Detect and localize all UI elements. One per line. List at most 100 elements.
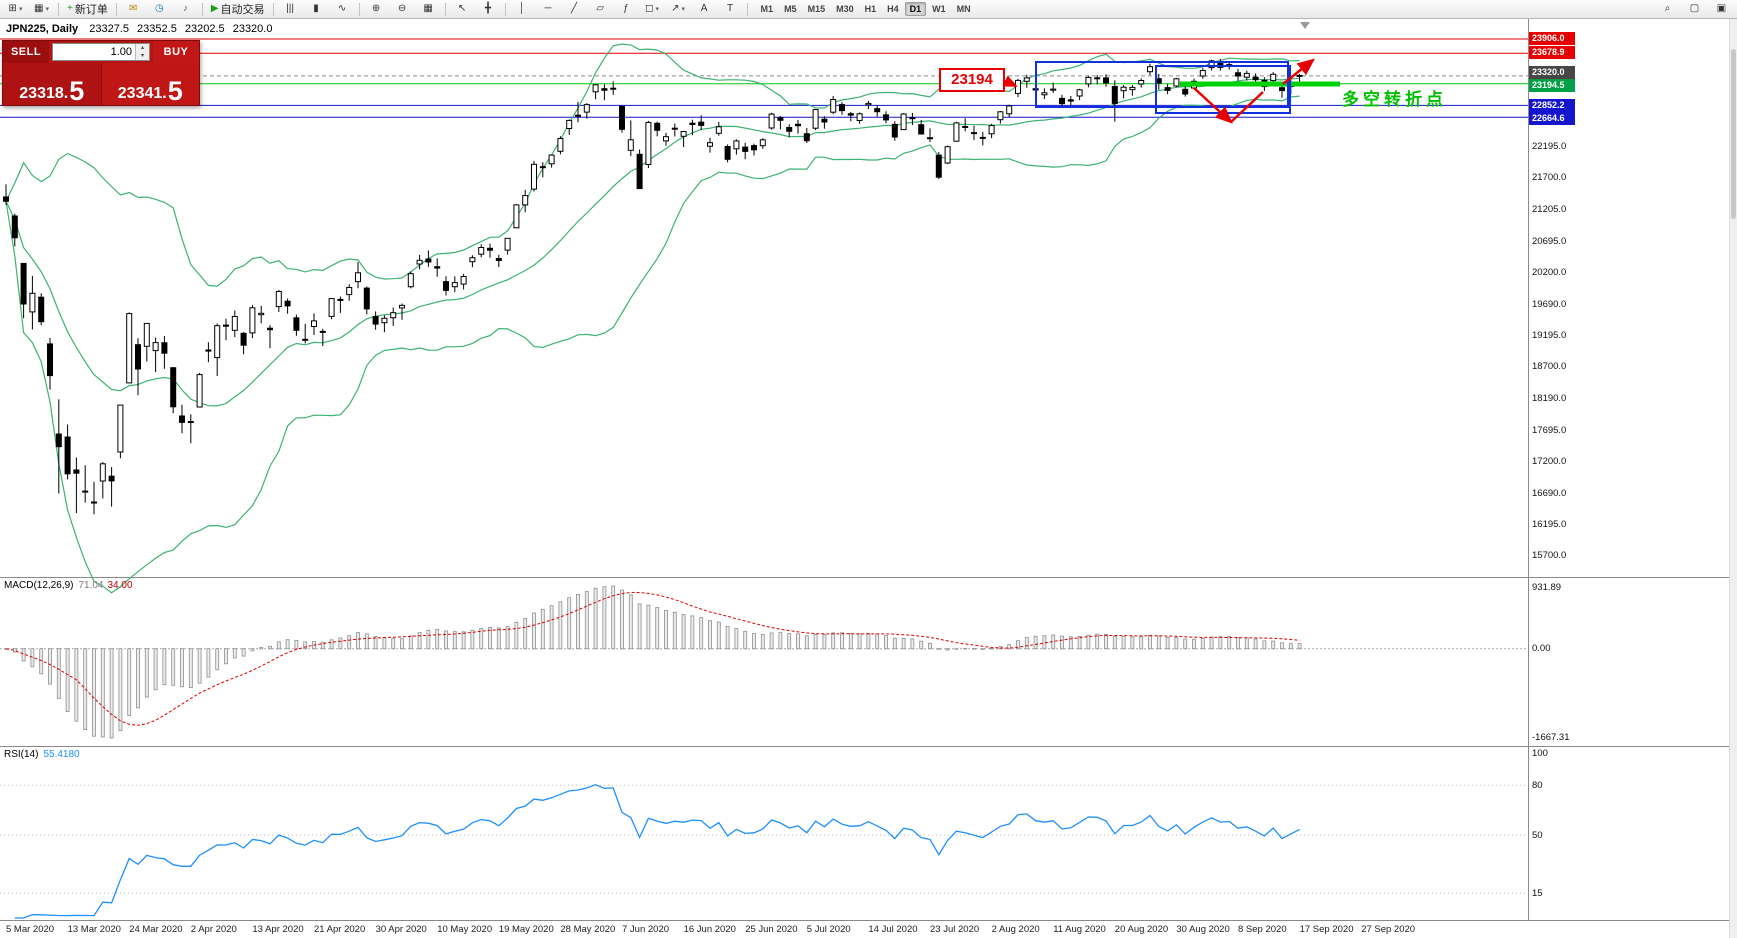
buy-price-main: 23341. bbox=[117, 85, 167, 102]
horizontal-line-button[interactable]: ─ bbox=[536, 0, 561, 18]
chart-profiles-button[interactable]: ▦ ▾ bbox=[29, 0, 54, 18]
ohlc-low: 23202.5 bbox=[184, 23, 225, 35]
timeframe-mn-button[interactable]: MN bbox=[956, 4, 971, 14]
market-watch-button[interactable]: ✉ bbox=[121, 0, 146, 18]
new-order-label: 新订单 bbox=[74, 4, 108, 16]
data-window-button[interactable]: ◷ bbox=[147, 0, 172, 18]
volume-decrease-button[interactable]: ▾ bbox=[136, 52, 149, 60]
vertical-line-button[interactable]: │ bbox=[510, 0, 535, 18]
ohlc-close: 23320.0 bbox=[232, 23, 273, 35]
toolbar-separator bbox=[115, 2, 117, 16]
search-icon: ⌕ bbox=[1664, 3, 1671, 14]
price-callout-box[interactable]: 23194 bbox=[939, 68, 1005, 92]
arrange-windows-icon: ▣ bbox=[1716, 3, 1727, 14]
chart-title: JPN225, Daily 23327.5 23352.5 23202.5 23… bbox=[6, 23, 277, 35]
new-order-icon: + bbox=[67, 3, 73, 14]
consolidation-rectangle-outer[interactable] bbox=[1035, 61, 1289, 108]
timeframe-h1-button[interactable]: H1 bbox=[864, 4, 877, 14]
line-chart-mode-button[interactable]: ∿ bbox=[330, 0, 355, 18]
tile-windows-icon: ▦ bbox=[423, 3, 433, 14]
timeframe-m30-button[interactable]: M30 bbox=[836, 4, 854, 14]
chart-shift-marker[interactable] bbox=[1300, 22, 1310, 29]
fibonacci-retracement-button[interactable]: ƒ bbox=[614, 0, 639, 18]
trendline-button[interactable]: ╱ bbox=[562, 0, 587, 18]
ohlc-open: 23327.5 bbox=[89, 23, 129, 35]
rsi-indicator-label: RSI(14) 55.4180 bbox=[4, 749, 80, 760]
text-icon: A bbox=[700, 3, 708, 14]
timeframe-w1-button[interactable]: W1 bbox=[932, 4, 946, 14]
text-label-button[interactable]: T bbox=[718, 0, 743, 18]
volume-increase-button[interactable]: ▴ bbox=[136, 44, 149, 52]
new-window-icon: ▢ bbox=[1689, 3, 1700, 14]
line-chart-mode-icon: ∿ bbox=[337, 3, 347, 14]
auto-trading-label: 自动交易 bbox=[220, 4, 265, 16]
toolbar-separator bbox=[58, 2, 59, 16]
data-window-icon: ◷ bbox=[154, 3, 164, 14]
volume-spinner: ▴ ▾ bbox=[135, 44, 149, 60]
chevron-down-icon: ▾ bbox=[18, 6, 23, 13]
arrange-windows-button[interactable]: ▣ bbox=[1709, 0, 1734, 18]
sell-button[interactable]: SELL bbox=[3, 41, 49, 63]
turning-point-label[interactable]: 多空转折点 bbox=[1342, 90, 1447, 109]
equidistant-channel-icon: ▱ bbox=[596, 3, 604, 14]
red-up-arrow[interactable] bbox=[1282, 58, 1315, 85]
macd-signal-value: 34.00 bbox=[107, 580, 133, 591]
timeframe-h4-button[interactable]: H4 bbox=[887, 4, 899, 14]
bar-chart-mode-button[interactable]: ||| bbox=[278, 0, 303, 18]
timeframe-d1-button[interactable]: D1 bbox=[904, 2, 927, 16]
arrows-button[interactable]: ↗ ▾ bbox=[666, 0, 691, 18]
timeframe-m1-button[interactable]: M1 bbox=[760, 4, 774, 14]
timeframe-m15-button[interactable]: M15 bbox=[807, 4, 826, 14]
text-button[interactable]: A bbox=[692, 0, 717, 18]
crosshair-button[interactable]: ╋ bbox=[476, 0, 501, 18]
volume-input[interactable]: 1.00 ▴ ▾ bbox=[52, 43, 150, 61]
trendline-icon: ╱ bbox=[571, 3, 578, 14]
macd-indicator-label: MACD(12,26,9) 71.04 34.00 bbox=[4, 580, 133, 591]
toolbar-separator bbox=[444, 2, 446, 16]
toolbar-separator bbox=[746, 2, 748, 16]
macd-signal-line bbox=[5, 591, 1300, 726]
shapes-button[interactable]: ◻ ▾ bbox=[640, 0, 665, 18]
red-rebound-line[interactable] bbox=[1230, 91, 1264, 123]
buy-price[interactable]: 23341. 5 bbox=[100, 63, 199, 106]
toolbar-separator bbox=[358, 2, 360, 16]
consolidation-rectangle-inner[interactable] bbox=[1155, 65, 1291, 114]
crosshair-icon: ╋ bbox=[485, 3, 492, 14]
auto-trading-icon: ▶ bbox=[210, 3, 219, 14]
zoom-in-icon: ⊕ bbox=[371, 3, 381, 14]
buy-button[interactable]: BUY bbox=[153, 41, 199, 63]
timeframe-m5-button[interactable]: M5 bbox=[784, 4, 797, 14]
symbol-name: JPN225, Daily bbox=[6, 23, 79, 35]
candlestick-mode-button[interactable]: ▮ bbox=[304, 0, 329, 18]
timeframe-bar: M1 M5 M15 M30 H1 H4 D1 W1 MN bbox=[756, 2, 976, 16]
scrollbar-thumb[interactable] bbox=[1731, 49, 1736, 219]
buy-price-big-digit: 5 bbox=[167, 76, 183, 106]
one-click-trading-panel: SELL 1.00 ▴ ▾ BUY 23318. 5 23341. 5 bbox=[2, 40, 200, 106]
price-callout-pointer bbox=[1002, 75, 1018, 87]
vertical-scrollbar[interactable] bbox=[1729, 19, 1737, 938]
sound-alerts-button[interactable]: ♪ bbox=[173, 0, 198, 18]
equidistant-channel-button[interactable]: ▱ bbox=[588, 0, 613, 18]
new-window-button[interactable]: ▢ bbox=[1682, 0, 1707, 18]
red-down-arrow[interactable] bbox=[1193, 87, 1233, 124]
zoom-out-button[interactable]: ⊖ bbox=[390, 0, 415, 18]
new-chart-button[interactable]: ⊞ ▾ bbox=[3, 0, 28, 18]
cursor-icon: ↖ bbox=[457, 3, 467, 14]
cursor-button[interactable]: ↖ bbox=[450, 0, 475, 18]
new-order-button[interactable]: + 新订单 bbox=[63, 0, 112, 18]
toolbar-separator bbox=[504, 2, 506, 16]
search-button[interactable]: ⌕ bbox=[1655, 0, 1680, 18]
toolbar-right-icons: ⌕ ▢ ▣ bbox=[1655, 0, 1734, 18]
toolbar: ⊞ ▾ ▦ ▾ + 新订单 ✉ ◷ ♪ ▶ 自动交易 ||| ▮ ∿ ⊕ ⊖ ▦ ↖ ╋ │ ─ ╱ ▱ ƒ ◻ ▾ ↗ ▾ A T M1 M… bbox=[0, 0, 1737, 19]
chevron-down-icon: ▾ bbox=[681, 6, 685, 13]
zoom-in-button[interactable]: ⊕ bbox=[364, 0, 389, 18]
tile-windows-button[interactable]: ▦ bbox=[416, 0, 441, 18]
rsi-line bbox=[14, 784, 1300, 919]
candlestick-mode-icon: ▮ bbox=[313, 3, 319, 14]
sell-price[interactable]: 23318. 5 bbox=[3, 63, 101, 105]
chevron-down-icon: ▾ bbox=[655, 6, 659, 13]
chart-profiles-icon: ▦ bbox=[34, 3, 44, 14]
macd-histogram bbox=[4, 585, 1302, 739]
auto-trading-button[interactable]: ▶ 自动交易 bbox=[207, 0, 269, 18]
